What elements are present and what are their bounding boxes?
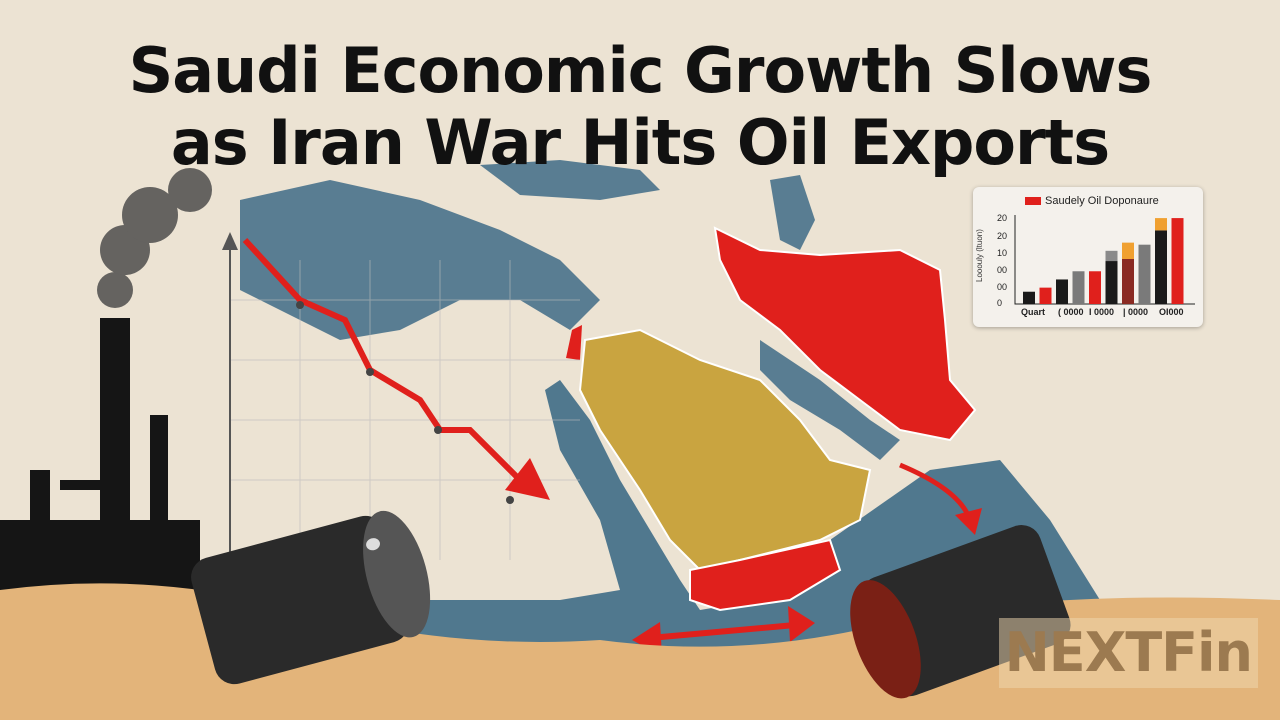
bar <box>1039 287 1052 304</box>
oil-barrel-left <box>191 510 431 685</box>
arrow-head-icon <box>955 508 982 535</box>
y-tick: 0 <box>997 298 1003 308</box>
decline-arrow-head-icon <box>505 458 550 500</box>
bar <box>1138 244 1151 304</box>
headline-line-2: as Iran War Hits Oil Exports <box>170 106 1110 179</box>
bar-top-segment <box>1105 250 1118 262</box>
y-tick: 20 <box>997 213 1008 223</box>
decline-trend-line <box>242 237 523 483</box>
iran-map <box>713 226 977 442</box>
caspian-sea <box>770 175 815 250</box>
bar <box>1105 261 1118 304</box>
legend-swatch <box>1025 197 1041 205</box>
y-tick: 00 <box>997 265 1008 275</box>
bar <box>1171 218 1184 304</box>
x-tick: Quart <box>1021 307 1046 317</box>
y-tick: 20 <box>997 231 1008 241</box>
headline-line-1: Saudi Economic Growth Slows <box>128 34 1153 107</box>
y-tick: 00 <box>997 282 1008 292</box>
x-tick: I 0000 <box>1089 307 1115 317</box>
saudi-arabia-map <box>578 328 872 572</box>
x-tick: ( 0000 <box>1058 307 1084 317</box>
bar <box>1023 291 1035 304</box>
bar-top-segment <box>1122 242 1134 259</box>
bar-top-segment <box>1155 218 1167 231</box>
chart-legend: Saudely Oil Doponaure <box>1025 195 1159 207</box>
chart-axes <box>1014 215 1195 305</box>
y-axis-arrow-icon <box>222 232 238 250</box>
trend-points <box>296 301 514 504</box>
smoke <box>97 168 212 308</box>
black-sea <box>480 160 660 200</box>
yemen-map <box>689 538 842 612</box>
bar <box>1072 271 1085 304</box>
y-tick: 10 <box>997 248 1008 258</box>
x-tick: | 0000 <box>1123 307 1149 317</box>
bar <box>1089 271 1101 304</box>
x-tick: OI000 <box>1159 307 1184 317</box>
double-arrow-shaft <box>649 622 796 641</box>
israel-map <box>566 325 582 360</box>
bar <box>1155 230 1167 304</box>
inset-bar-chart: Saudely Oil Doponaure Looouly (ltuon) 20… <box>973 187 1203 327</box>
inset-chart-plot <box>1014 215 1195 305</box>
double-arrow-right-head-icon <box>788 606 815 642</box>
bar <box>1122 259 1134 304</box>
watermark-logo: NEXTFin <box>998 618 1258 688</box>
bar <box>1056 279 1068 304</box>
legend-label: Saudely Oil Doponaure <box>1045 195 1159 207</box>
persian-gulf <box>760 340 900 460</box>
